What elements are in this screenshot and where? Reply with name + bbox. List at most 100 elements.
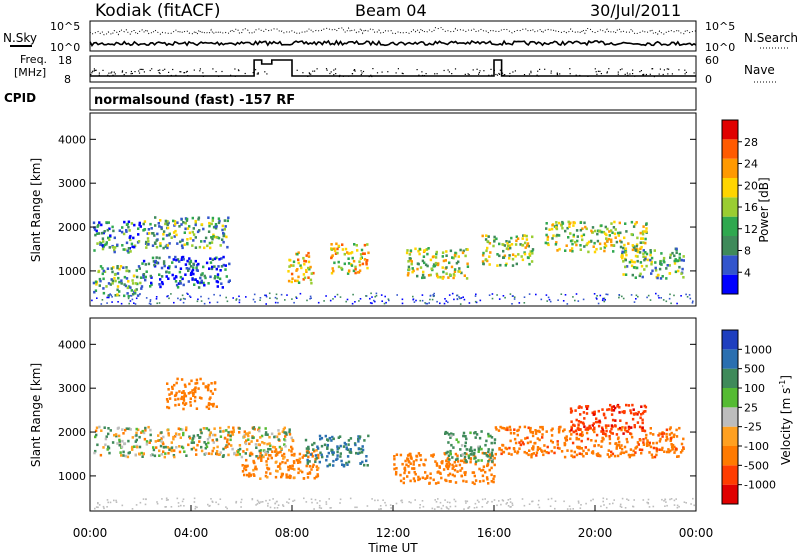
cell (637, 443, 640, 446)
cell (433, 508, 436, 510)
cell (618, 296, 620, 299)
cell (223, 436, 227, 440)
colorbar-segment (722, 274, 738, 294)
cell (519, 443, 522, 447)
cell (618, 294, 620, 296)
cell (636, 250, 639, 254)
cell (624, 507, 627, 509)
cell (483, 452, 486, 455)
cell (614, 228, 617, 231)
cell (577, 500, 580, 503)
nave-point (199, 70, 201, 72)
cell (435, 501, 438, 503)
cell (214, 223, 218, 226)
colorbar-segment (722, 216, 738, 236)
cell (541, 433, 544, 436)
cell (641, 275, 644, 279)
cell (272, 445, 275, 449)
cell (217, 265, 220, 268)
nave-point (503, 74, 505, 76)
cell (657, 294, 660, 297)
colorbar-segment (722, 465, 738, 485)
cell (606, 293, 609, 296)
nave-point (123, 74, 125, 76)
colorbar-segment (722, 139, 738, 159)
cell (285, 433, 288, 436)
nave-point (491, 74, 493, 76)
nave-point (309, 73, 311, 75)
cell (486, 463, 490, 467)
cell (591, 231, 594, 234)
cell (342, 445, 346, 448)
cell (417, 478, 420, 482)
nave-point (354, 70, 356, 72)
cell (447, 474, 450, 477)
cell (302, 273, 306, 276)
cell (115, 434, 118, 438)
cell (501, 243, 504, 246)
cell (259, 449, 263, 452)
cell (273, 446, 277, 449)
cell (610, 431, 613, 435)
cell (453, 498, 456, 501)
cell (563, 500, 565, 503)
cell (504, 428, 508, 431)
cell (179, 427, 182, 431)
cell (306, 472, 310, 475)
cell (165, 398, 169, 401)
cell (361, 252, 365, 255)
cell (189, 391, 192, 394)
cell (98, 277, 102, 281)
cell (595, 417, 598, 420)
cell (523, 252, 527, 256)
cell (641, 230, 645, 233)
cell (485, 476, 489, 479)
cell (259, 477, 262, 480)
cell (332, 451, 335, 454)
cell (129, 294, 132, 297)
cell (313, 476, 316, 480)
cell (408, 257, 411, 260)
cell (452, 256, 455, 260)
cell (315, 475, 318, 479)
cell (572, 508, 574, 510)
cell (630, 435, 634, 439)
cell (438, 506, 440, 508)
cell (359, 462, 362, 465)
cell (530, 453, 534, 456)
cell (574, 240, 577, 244)
cell (126, 249, 129, 253)
cell (181, 238, 184, 242)
cell (131, 508, 134, 510)
cell (490, 473, 493, 477)
cell (163, 264, 166, 268)
cell (451, 292, 454, 295)
cell (332, 247, 335, 251)
cell (173, 449, 176, 452)
cell (444, 499, 446, 501)
cell (212, 446, 216, 450)
nave-point (569, 73, 571, 75)
cell (125, 223, 129, 226)
cell (138, 435, 141, 439)
cell (675, 251, 678, 254)
cell (162, 446, 166, 449)
cell (259, 297, 262, 299)
cell (189, 397, 192, 400)
cell (665, 300, 668, 303)
cell (288, 498, 291, 500)
cell (191, 278, 194, 281)
cell (625, 421, 628, 425)
cell (209, 389, 213, 393)
cell (636, 259, 639, 263)
cell (388, 299, 390, 302)
cell (342, 464, 345, 467)
cell (445, 254, 448, 257)
cell (659, 277, 663, 280)
cell (354, 267, 357, 271)
cell (200, 300, 203, 302)
cell (608, 230, 611, 233)
cell (161, 441, 164, 444)
cell (442, 270, 445, 274)
